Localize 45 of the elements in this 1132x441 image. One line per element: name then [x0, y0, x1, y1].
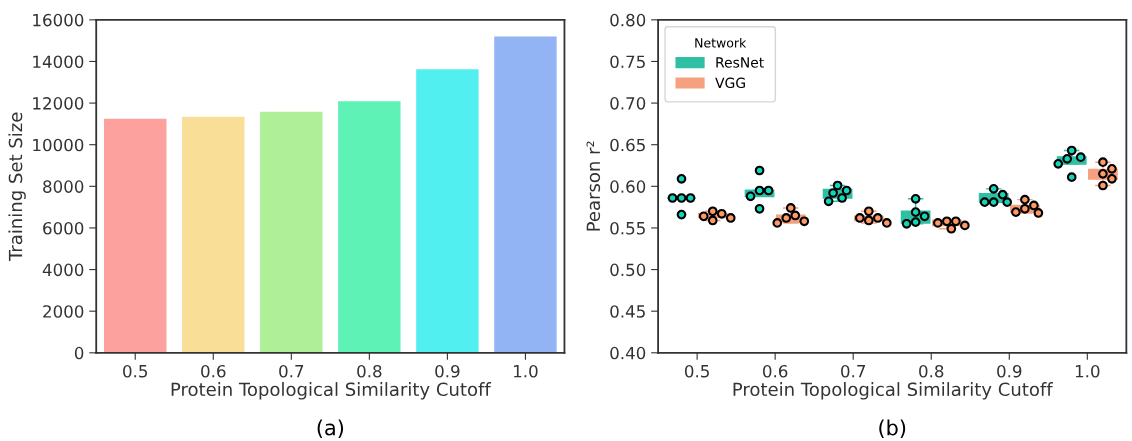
x-tick-label: 1.0 [514, 364, 538, 378]
x-tick-label: 0.8 [919, 364, 944, 378]
y-tick-label: 6000 [43, 221, 84, 235]
y-tick-label: 0.55 [610, 221, 645, 235]
y-tick-label: 4000 [42, 263, 84, 277]
y-tick-label: 14000 [33, 55, 84, 69]
bar [260, 111, 323, 353]
y-tick-label: 0.65 [610, 138, 645, 152]
y-tick-label: 0 [74, 346, 84, 360]
y-axis-title: Pearson r² [586, 141, 601, 231]
y-tick-label: 8000 [43, 180, 84, 193]
x-tick-label: 0.9 [435, 364, 460, 378]
x-tick-label: 1.0 [1075, 364, 1100, 378]
x-tick-label: 0.6 [201, 364, 226, 378]
y-tick-label: 0.50 [610, 263, 646, 277]
x-tick-label: 0.7 [279, 364, 304, 378]
y-tick-label: 0.40 [610, 346, 646, 360]
x-tick-label: 0.5 [684, 364, 709, 378]
y-tick-label: 0.60 [610, 180, 646, 193]
text: (b) [879, 419, 906, 438]
bar [104, 118, 167, 353]
y-tick-label: 0.45 [610, 305, 645, 318]
bar [338, 101, 401, 353]
y-axis-title: Training Set Size [8, 112, 26, 262]
text: (a) [317, 419, 344, 438]
x-tick-label: 0.7 [841, 364, 866, 378]
legend-label: VGG [715, 77, 745, 89]
x-tick-label: 0.8 [357, 364, 382, 378]
y-tick-label: 10000 [33, 138, 84, 152]
y-tick-label: 16000 [33, 13, 84, 27]
bar [182, 116, 245, 353]
x-axis-title: Protein Topological Similarity Cutoff [733, 382, 1053, 400]
y-tick-label: 0.75 [610, 55, 645, 69]
x-tick-label: 0.9 [997, 364, 1022, 378]
bar [416, 69, 479, 353]
x-tick-label: 0.6 [763, 364, 788, 378]
x-tick-label: 0.5 [123, 364, 148, 378]
legend-label: ResNet [716, 57, 764, 68]
y-tick-label: 12000 [33, 97, 84, 110]
y-tick-label: 0.70 [610, 97, 646, 110]
x-axis-title: Protein Topological Similarity Cutoff [171, 382, 492, 400]
bar [494, 36, 557, 353]
y-tick-label: 2000 [43, 305, 84, 318]
y-tick-label: 0.80 [610, 13, 646, 27]
legend-title: Network [695, 37, 747, 48]
